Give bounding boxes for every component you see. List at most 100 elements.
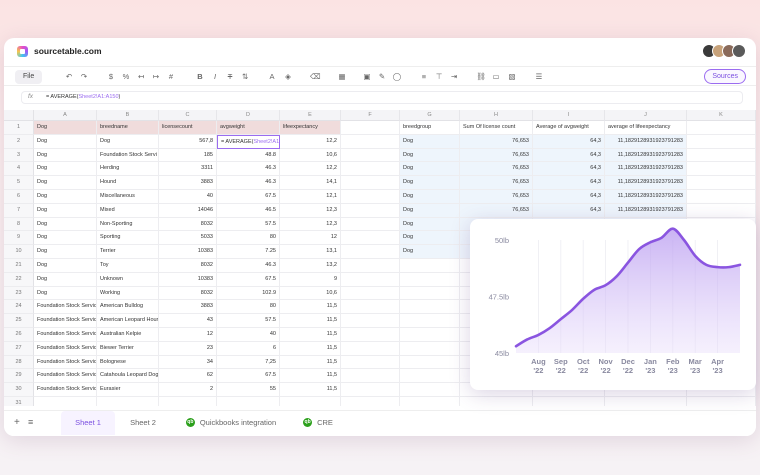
cell[interactable] bbox=[533, 397, 605, 406]
cell[interactable] bbox=[341, 148, 400, 163]
column-header[interactable]: F bbox=[341, 110, 400, 121]
cell[interactable]: 43 bbox=[159, 314, 217, 328]
italic-icon[interactable]: I bbox=[213, 72, 217, 81]
cell[interactable]: 11,5 bbox=[280, 369, 341, 384]
cell[interactable] bbox=[341, 314, 400, 328]
filter-icon[interactable]: ☰ bbox=[535, 72, 543, 81]
row-header[interactable]: 26 bbox=[4, 328, 34, 342]
cell[interactable] bbox=[341, 162, 400, 177]
column-label-cell[interactable]: lifeexpectancy bbox=[280, 121, 341, 135]
column-header[interactable]: C bbox=[159, 110, 217, 121]
cell[interactable]: 12 bbox=[159, 328, 217, 342]
pivot-cell[interactable]: 11,1829128931923791283 bbox=[605, 134, 687, 149]
fill-color-icon[interactable]: ◈ bbox=[285, 72, 291, 81]
pivot-cell[interactable]: 64,3 bbox=[533, 162, 605, 177]
cell[interactable]: 40 bbox=[159, 190, 217, 204]
cell[interactable] bbox=[400, 272, 460, 287]
cell[interactable]: 80 bbox=[217, 231, 280, 246]
column-label-cell[interactable]: Sum Of license count bbox=[460, 121, 533, 135]
cell[interactable]: 67.5 bbox=[217, 272, 280, 287]
cell[interactable] bbox=[687, 176, 756, 190]
pivot-cell[interactable]: 64,3 bbox=[533, 176, 605, 190]
cell[interactable] bbox=[687, 121, 756, 135]
cell[interactable]: Non-Sporting bbox=[97, 217, 159, 232]
column-label-cell[interactable]: Dog bbox=[34, 121, 97, 135]
cell[interactable] bbox=[400, 341, 460, 356]
cell[interactable]: 12,1 bbox=[280, 190, 341, 204]
cell[interactable]: 12,3 bbox=[280, 217, 341, 232]
cell[interactable] bbox=[341, 369, 400, 384]
cell[interactable]: 9 bbox=[280, 272, 341, 287]
cell[interactable]: 14046 bbox=[159, 203, 217, 218]
pivot-cell[interactable]: 76,653 bbox=[460, 190, 533, 204]
image-icon[interactable]: ▧ bbox=[508, 72, 516, 81]
redo-icon[interactable]: ↷ bbox=[80, 72, 88, 81]
row-header[interactable]: 27 bbox=[4, 341, 34, 356]
cell[interactable]: 5033 bbox=[159, 231, 217, 246]
pivot-cell[interactable]: 76,653 bbox=[460, 148, 533, 163]
cell[interactable] bbox=[400, 397, 460, 406]
cell[interactable]: Miscellaneous bbox=[97, 190, 159, 204]
cell[interactable]: 11,5 bbox=[280, 300, 341, 315]
tab-sheet-2[interactable]: Sheet 2 bbox=[130, 418, 156, 427]
cell[interactable]: Dog bbox=[34, 231, 97, 246]
row-header[interactable]: 28 bbox=[4, 355, 34, 370]
pivot-cell[interactable]: 11,1829128931923791283 bbox=[605, 203, 687, 218]
cell[interactable]: 8032 bbox=[159, 286, 217, 301]
cell[interactable]: Dog bbox=[34, 259, 97, 273]
cell[interactable] bbox=[341, 231, 400, 246]
cell[interactable]: Dog bbox=[34, 203, 97, 218]
cell[interactable]: Foundation Stock Servic bbox=[34, 383, 97, 397]
column-header[interactable]: H bbox=[460, 110, 533, 121]
tab-cre[interactable]: qb CRE bbox=[303, 417, 333, 427]
cell[interactable]: 10,6 bbox=[280, 286, 341, 301]
cell[interactable] bbox=[341, 383, 400, 397]
row-header[interactable]: 31 bbox=[4, 397, 34, 406]
cell[interactable] bbox=[97, 397, 159, 406]
cell[interactable]: 55 bbox=[217, 383, 280, 397]
cell[interactable] bbox=[687, 383, 756, 397]
cell[interactable]: Dog bbox=[34, 176, 97, 190]
cell[interactable]: 67.5 bbox=[217, 190, 280, 204]
row-header[interactable]: 24 bbox=[4, 300, 34, 315]
text-size-icon[interactable]: ⇅ bbox=[241, 72, 249, 81]
cell[interactable] bbox=[341, 355, 400, 370]
column-label-cell[interactable]: avgweight bbox=[217, 121, 280, 135]
pivot-cell[interactable]: 11,1829128931923791283 bbox=[605, 176, 687, 190]
row-header[interactable]: 3 bbox=[4, 148, 34, 163]
cell[interactable]: Sporting bbox=[97, 231, 159, 246]
column-label-cell[interactable]: average of lifeexpectancy bbox=[605, 121, 687, 135]
cell[interactable]: Dog bbox=[34, 272, 97, 287]
shape-icon[interactable]: ◯ bbox=[392, 72, 402, 81]
cell[interactable] bbox=[341, 259, 400, 273]
column-header[interactable]: G bbox=[400, 110, 460, 121]
pivot-cell[interactable]: 76,653 bbox=[460, 203, 533, 218]
cell[interactable]: 11,5 bbox=[280, 383, 341, 397]
cell[interactable]: 8032 bbox=[159, 217, 217, 232]
cell[interactable]: 12,3 bbox=[280, 203, 341, 218]
active-cell[interactable]: = AVERAGE(Sheet2!A1:A150) bbox=[217, 134, 280, 149]
cell[interactable] bbox=[687, 162, 756, 177]
row-header[interactable]: 29 bbox=[4, 369, 34, 384]
row-header[interactable]: 9 bbox=[4, 231, 34, 246]
cell[interactable] bbox=[400, 369, 460, 384]
cell[interactable] bbox=[341, 176, 400, 190]
cell[interactable]: 57.5 bbox=[217, 217, 280, 232]
cell[interactable]: Catahoula Leopard Dog bbox=[97, 369, 159, 384]
cell[interactable] bbox=[400, 383, 460, 397]
cell[interactable] bbox=[605, 383, 687, 397]
cell[interactable]: Hound bbox=[97, 176, 159, 190]
row-header[interactable]: 8 bbox=[4, 217, 34, 232]
column-label-cell[interactable]: breedgroup bbox=[400, 121, 460, 135]
cell[interactable]: 102.9 bbox=[217, 286, 280, 301]
select-all-corner[interactable] bbox=[4, 110, 34, 121]
cell[interactable]: Bolognese bbox=[97, 355, 159, 370]
text-color-icon[interactable]: A bbox=[269, 72, 275, 81]
cell[interactable]: 11,5 bbox=[280, 314, 341, 328]
column-header[interactable]: I bbox=[533, 110, 605, 121]
cell[interactable] bbox=[341, 300, 400, 315]
pen-icon[interactable]: ✎ bbox=[378, 72, 386, 81]
cell[interactable]: Unknown bbox=[97, 272, 159, 287]
formula-bar[interactable]: fx = AVERAGE(Sheet2!A1:A150) bbox=[21, 91, 743, 104]
cell[interactable]: Dog bbox=[34, 190, 97, 204]
